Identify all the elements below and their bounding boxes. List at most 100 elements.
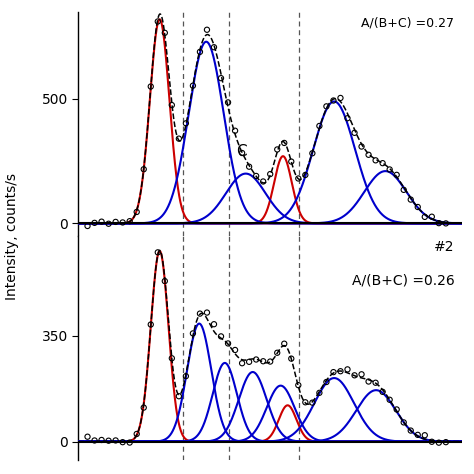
Point: [238, 149, 246, 157]
Point: [393, 406, 401, 413]
Point: [133, 430, 140, 438]
Point: [358, 143, 365, 150]
Point: [231, 346, 239, 354]
Point: [105, 437, 112, 445]
Point: [309, 399, 316, 406]
Point: [301, 171, 309, 179]
Point: [365, 378, 373, 385]
Point: [281, 139, 288, 147]
Text: A/(B+C) =0.27: A/(B+C) =0.27: [362, 16, 455, 29]
Point: [252, 172, 260, 180]
Point: [182, 373, 190, 380]
Point: [189, 82, 197, 90]
Point: [210, 320, 218, 328]
Point: [126, 218, 134, 225]
Point: [98, 436, 105, 444]
Point: [259, 357, 267, 365]
Point: [351, 129, 358, 137]
Point: [393, 171, 401, 179]
Point: [154, 248, 162, 256]
Point: [91, 437, 98, 444]
Point: [421, 431, 428, 439]
Point: [337, 367, 344, 375]
Point: [400, 419, 408, 426]
Point: [252, 356, 260, 363]
Point: [442, 219, 450, 227]
Point: [196, 310, 204, 318]
Point: [365, 151, 373, 159]
Point: [351, 372, 358, 379]
Point: [105, 220, 112, 228]
Point: [203, 26, 211, 34]
Point: [294, 382, 302, 389]
Point: [323, 378, 330, 386]
Point: [161, 29, 169, 36]
Point: [133, 208, 140, 216]
Point: [126, 439, 134, 447]
Point: [414, 203, 421, 211]
Point: [288, 158, 295, 165]
Point: [224, 340, 232, 347]
Point: [379, 159, 386, 167]
Point: [112, 218, 119, 226]
Point: [168, 101, 176, 109]
Point: [175, 392, 182, 400]
Point: [400, 186, 408, 194]
Point: [428, 438, 436, 446]
Point: [329, 368, 337, 376]
Point: [266, 170, 274, 178]
Point: [407, 427, 415, 434]
Point: [337, 94, 344, 102]
Point: [231, 127, 239, 135]
Point: [442, 438, 450, 446]
Point: [309, 149, 316, 157]
Point: [281, 340, 288, 347]
Point: [414, 431, 421, 438]
Point: [294, 175, 302, 182]
Point: [259, 178, 267, 185]
Point: [217, 333, 225, 340]
Point: [168, 355, 176, 362]
Point: [161, 277, 169, 285]
Point: [421, 213, 428, 221]
Point: [323, 102, 330, 110]
Point: [84, 433, 91, 440]
Point: [266, 358, 274, 365]
Point: [358, 371, 365, 378]
Point: [273, 349, 281, 356]
Point: [154, 18, 162, 25]
Text: A/(B+C) =0.26: A/(B+C) =0.26: [352, 274, 455, 288]
Point: [112, 437, 119, 444]
Point: [301, 399, 309, 406]
Point: [329, 97, 337, 104]
Point: [140, 404, 147, 411]
Point: [435, 439, 443, 447]
Point: [386, 166, 393, 173]
Point: [435, 219, 443, 227]
Point: [91, 219, 98, 227]
Point: [316, 389, 323, 397]
Point: [224, 99, 232, 106]
Text: Intensity, counts/s: Intensity, counts/s: [5, 173, 19, 301]
Point: [407, 196, 415, 203]
Point: [84, 222, 91, 230]
Point: [344, 365, 351, 373]
Point: [203, 309, 211, 316]
Point: [379, 388, 386, 396]
Point: [246, 163, 253, 171]
Point: [182, 119, 190, 127]
Point: [210, 44, 218, 51]
Point: [217, 74, 225, 82]
Point: [119, 438, 127, 446]
Point: [238, 359, 246, 367]
Point: [98, 218, 105, 226]
Text: #2: #2: [434, 240, 455, 254]
Point: [386, 396, 393, 403]
Point: [372, 379, 379, 386]
Point: [147, 321, 155, 328]
Point: [344, 114, 351, 122]
Point: [196, 48, 204, 55]
Point: [119, 219, 127, 226]
Text: C: C: [237, 144, 247, 159]
Point: [316, 122, 323, 130]
